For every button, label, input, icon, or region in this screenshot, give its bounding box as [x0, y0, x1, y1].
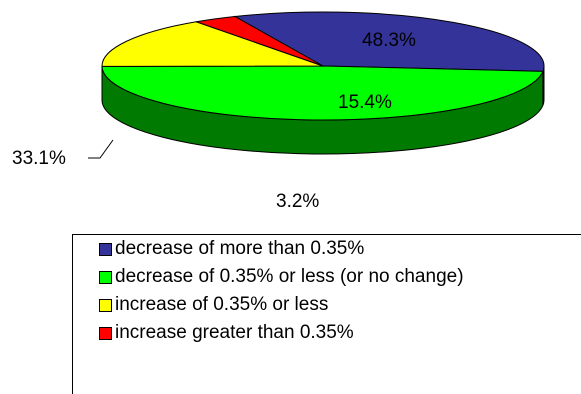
legend-item-increase-less: increase of 0.35% or less: [99, 293, 328, 317]
legend-label: decrease of 0.35% or less (or no change): [115, 266, 464, 288]
legend-swatch-green: [99, 271, 112, 284]
legend-label: increase of 0.35% or less: [115, 294, 328, 316]
legend-item-decrease-more: decrease of more than 0.35%: [99, 237, 364, 261]
legend-item-decrease-less: decrease of 0.35% or less (or no change): [99, 265, 464, 289]
data-label-48-3: 48.3%: [362, 30, 416, 51]
legend-swatch-blue: [99, 243, 112, 256]
data-label-15-4: 15.4%: [338, 92, 392, 113]
pie-chart: 48.3% 15.4% 33.1% 3.2%: [0, 0, 581, 230]
legend-item-increase-greater: increase greater than 0.35%: [99, 321, 354, 345]
legend-swatch-yellow: [99, 299, 112, 312]
legend-swatch-red: [99, 327, 112, 340]
data-label-3-2: 3.2%: [276, 191, 319, 212]
legend-label: increase greater than 0.35%: [115, 322, 354, 344]
data-label-33-1: 33.1%: [12, 148, 66, 169]
legend: decrease of more than 0.35% decrease of …: [72, 234, 581, 394]
leader-line-33-1: [88, 140, 113, 158]
legend-label: decrease of more than 0.35%: [115, 238, 364, 260]
